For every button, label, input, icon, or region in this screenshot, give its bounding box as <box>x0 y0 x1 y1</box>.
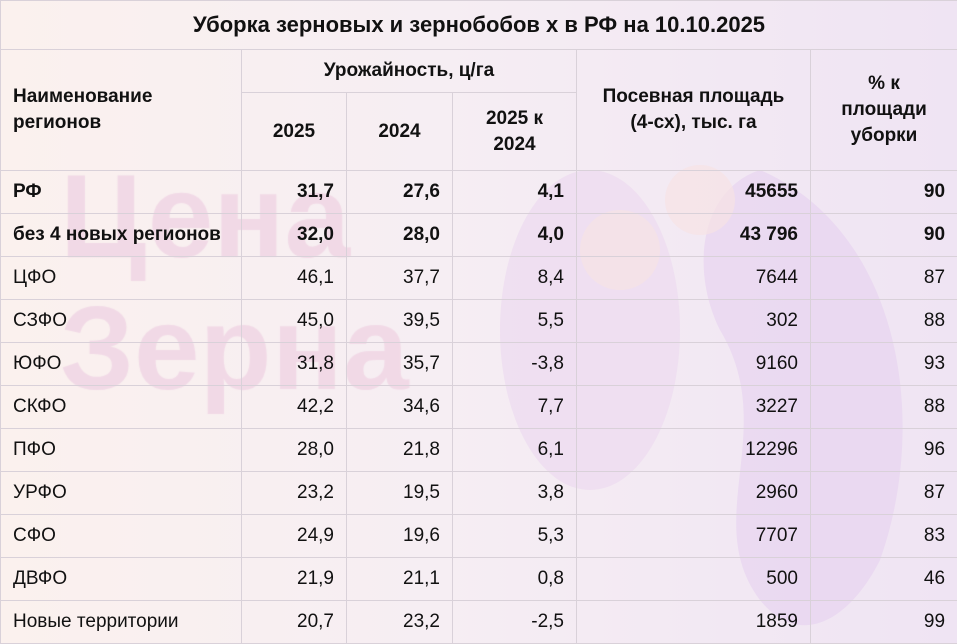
cell-y2025: 45,0 <box>242 300 347 343</box>
cell-name: СКФО <box>1 386 242 429</box>
cell-y2025: 23,2 <box>242 472 347 515</box>
cell-name: ЮФО <box>1 343 242 386</box>
cell-area: 2960 <box>577 472 811 515</box>
cell-area: 302 <box>577 300 811 343</box>
cell-area: 43 796 <box>577 214 811 257</box>
cell-area: 1859 <box>577 601 811 644</box>
cell-area: 7707 <box>577 515 811 558</box>
cell-diff: 5,3 <box>453 515 577 558</box>
cell-name: УРФО <box>1 472 242 515</box>
cell-percent: 87 <box>811 472 957 515</box>
cell-y2025: 21,9 <box>242 558 347 601</box>
cell-area: 500 <box>577 558 811 601</box>
cell-y2025: 28,0 <box>242 429 347 472</box>
cell-diff: 0,8 <box>453 558 577 601</box>
cell-y2025: 32,0 <box>242 214 347 257</box>
header-area: Посевная площадь (4-сх), тыс. га <box>577 50 811 171</box>
cell-diff: 5,5 <box>453 300 577 343</box>
cell-name: Новые территории <box>1 601 242 644</box>
cell-diff: 4,0 <box>453 214 577 257</box>
cell-diff: 3,8 <box>453 472 577 515</box>
cell-y2024: 34,6 <box>347 386 453 429</box>
cell-name: ПФО <box>1 429 242 472</box>
cell-percent: 87 <box>811 257 957 300</box>
cell-name: ЦФО <box>1 257 242 300</box>
cell-area: 45655 <box>577 171 811 214</box>
cell-y2024: 21,1 <box>347 558 453 601</box>
cell-area: 3227 <box>577 386 811 429</box>
cell-diff: -3,8 <box>453 343 577 386</box>
cell-y2024: 23,2 <box>347 601 453 644</box>
cell-y2025: 20,7 <box>242 601 347 644</box>
cell-percent: 90 <box>811 214 957 257</box>
header-percent: % к площади уборки <box>811 50 957 171</box>
cell-y2025: 31,7 <box>242 171 347 214</box>
cell-diff: 4,1 <box>453 171 577 214</box>
cell-percent: 83 <box>811 515 957 558</box>
cell-percent: 88 <box>811 386 957 429</box>
cell-percent: 88 <box>811 300 957 343</box>
cell-percent: 46 <box>811 558 957 601</box>
cell-y2024: 39,5 <box>347 300 453 343</box>
header-region: Наименование регионов <box>1 50 242 171</box>
cell-name: РФ <box>1 171 242 214</box>
cell-y2024: 27,6 <box>347 171 453 214</box>
cell-name: СФО <box>1 515 242 558</box>
cell-name: СЗФО <box>1 300 242 343</box>
cell-area: 7644 <box>577 257 811 300</box>
cell-percent: 93 <box>811 343 957 386</box>
header-diff: 2025 к 2024 <box>453 93 577 171</box>
cell-y2025: 42,2 <box>242 386 347 429</box>
cell-y2025: 46,1 <box>242 257 347 300</box>
cell-y2024: 21,8 <box>347 429 453 472</box>
table-title: Уборка зерновых и зернобобов х в РФ на 1… <box>1 1 957 50</box>
cell-name: без 4 новых регионов <box>1 214 242 257</box>
cell-area: 9160 <box>577 343 811 386</box>
cell-diff: -2,5 <box>453 601 577 644</box>
cell-y2025: 31,8 <box>242 343 347 386</box>
cell-percent: 99 <box>811 601 957 644</box>
cell-diff: 7,7 <box>453 386 577 429</box>
cell-y2024: 19,5 <box>347 472 453 515</box>
cell-diff: 8,4 <box>453 257 577 300</box>
header-yield-group: Урожайность, ц/га <box>242 50 577 93</box>
cell-name: ДВФО <box>1 558 242 601</box>
cell-y2024: 35,7 <box>347 343 453 386</box>
cell-y2024: 19,6 <box>347 515 453 558</box>
cell-diff: 6,1 <box>453 429 577 472</box>
cell-y2024: 37,7 <box>347 257 453 300</box>
header-2024: 2024 <box>347 93 453 171</box>
cell-area: 12296 <box>577 429 811 472</box>
cell-y2025: 24,9 <box>242 515 347 558</box>
header-2025: 2025 <box>242 93 347 171</box>
cell-y2024: 28,0 <box>347 214 453 257</box>
cell-percent: 90 <box>811 171 957 214</box>
cell-percent: 96 <box>811 429 957 472</box>
